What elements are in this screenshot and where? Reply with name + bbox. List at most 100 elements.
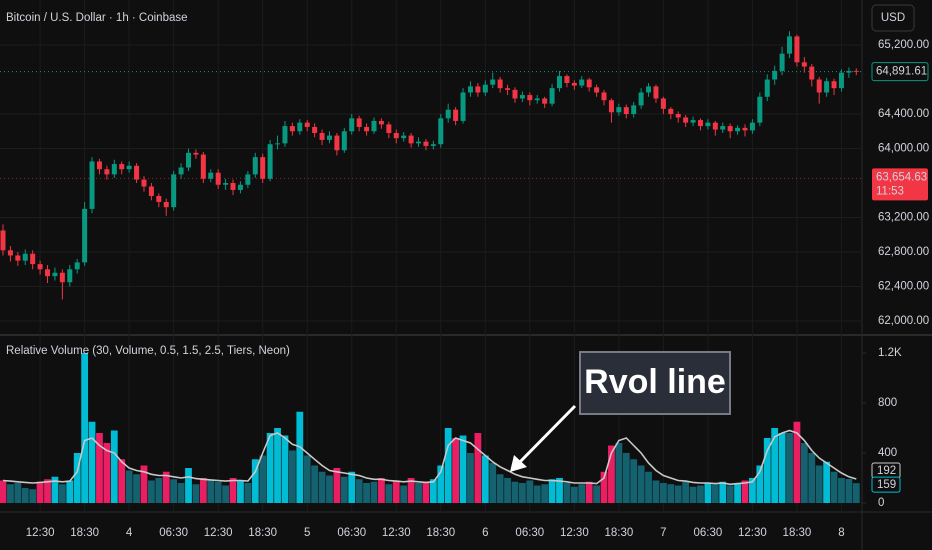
volume-bar [778, 433, 786, 503]
volume-bar [756, 465, 764, 503]
candle-body [341, 131, 347, 151]
x-tick-label: 7 [660, 527, 666, 539]
candle-body [542, 98, 548, 104]
candle-body [749, 122, 755, 131]
candle-body [779, 53, 785, 71]
volume-bar [429, 479, 437, 503]
candle-body [371, 120, 377, 132]
candle-body [668, 108, 674, 115]
volume-bar [58, 484, 66, 503]
candle-body [438, 118, 444, 145]
candle-body [260, 157, 266, 179]
candle-body [705, 122, 711, 127]
currency[interactable]: USD [881, 12, 905, 24]
volume-bar [170, 479, 178, 503]
y-tick-label: 62,000.00 [878, 315, 929, 327]
volume-bar [81, 353, 89, 503]
candle-body [416, 141, 422, 144]
volume-bar [378, 478, 385, 503]
candle-body [52, 272, 58, 277]
candle-body [557, 76, 562, 89]
candle-body [319, 133, 325, 140]
candle-body [186, 152, 191, 168]
volume-bar [570, 486, 578, 503]
volume-bar [526, 480, 534, 503]
candle-body [297, 122, 303, 132]
candle-body [831, 81, 837, 89]
candle-body [230, 183, 236, 190]
volume-bar [185, 468, 192, 503]
candle-body [0, 230, 6, 251]
y-tick-label: 64,400.00 [878, 108, 929, 120]
x-tick-label: 06:30 [515, 527, 544, 539]
volume-bar [303, 455, 311, 503]
currency-button[interactable] [871, 4, 915, 32]
volume-bar [630, 459, 638, 503]
candle-body [534, 98, 540, 101]
candle-body [141, 179, 147, 187]
volume-bar [593, 485, 600, 503]
annotation-arrow [512, 404, 577, 470]
volume-bar [14, 483, 22, 503]
x-tick-label: 06:30 [159, 527, 188, 539]
volume-bar [645, 471, 652, 503]
candle-body [74, 262, 80, 270]
volume-bar [407, 478, 415, 503]
x-tick-label: 5 [304, 527, 310, 539]
candle-body [475, 86, 481, 93]
volume-bar [689, 486, 697, 503]
candle-body [15, 255, 21, 261]
x-tick-label: 06:30 [337, 527, 366, 539]
volume-bar [274, 428, 281, 503]
x-tick-label: 06:30 [694, 527, 723, 539]
candle-body [764, 79, 770, 97]
candle-body [134, 165, 140, 180]
volume-bar [177, 483, 185, 503]
candle-body [608, 100, 614, 113]
volume-bar [214, 481, 222, 503]
candle-body [401, 135, 407, 139]
volume-bar [125, 470, 133, 503]
volume-bar [51, 476, 59, 503]
candle-body [126, 165, 132, 170]
volume-bar [615, 443, 623, 503]
candle-body [289, 126, 295, 132]
volume-bar [548, 479, 556, 503]
volume-bar [711, 484, 719, 503]
volume-bar [823, 461, 831, 503]
volume-bar [288, 450, 296, 503]
candle-body [527, 95, 533, 101]
volume-bar [7, 484, 14, 503]
candle-body [445, 109, 451, 119]
y-tick-label: 800 [878, 397, 897, 409]
candle-body [660, 98, 666, 109]
volume-bar [741, 480, 749, 503]
x-tick-label: 18:30 [426, 527, 455, 539]
rvol-tag-label: 192 [877, 465, 896, 477]
candle-body [30, 253, 36, 265]
volume-bar [96, 433, 103, 503]
volume-bar [44, 479, 51, 503]
rvol-line [2, 429, 857, 486]
candle-body [571, 82, 577, 86]
volume-bar [259, 455, 267, 503]
volume-bar [481, 455, 489, 503]
volume-bar [511, 481, 519, 503]
candle-body [809, 66, 815, 80]
volume-bar [459, 435, 467, 503]
volume-bar [229, 478, 237, 503]
y-tick-label: 62,400.00 [878, 281, 929, 293]
x-tick-label: 4 [126, 527, 133, 539]
volume-bar [719, 481, 727, 503]
volume-bar [400, 485, 408, 503]
candle-body [408, 135, 414, 144]
candle-body [757, 96, 763, 123]
volume-bar [244, 483, 252, 503]
candle-body [772, 70, 778, 80]
candle-body [312, 126, 318, 134]
volume-bar [326, 475, 333, 503]
volume-bar [155, 478, 163, 503]
candle-body [742, 127, 748, 131]
volume-bar [682, 481, 690, 503]
